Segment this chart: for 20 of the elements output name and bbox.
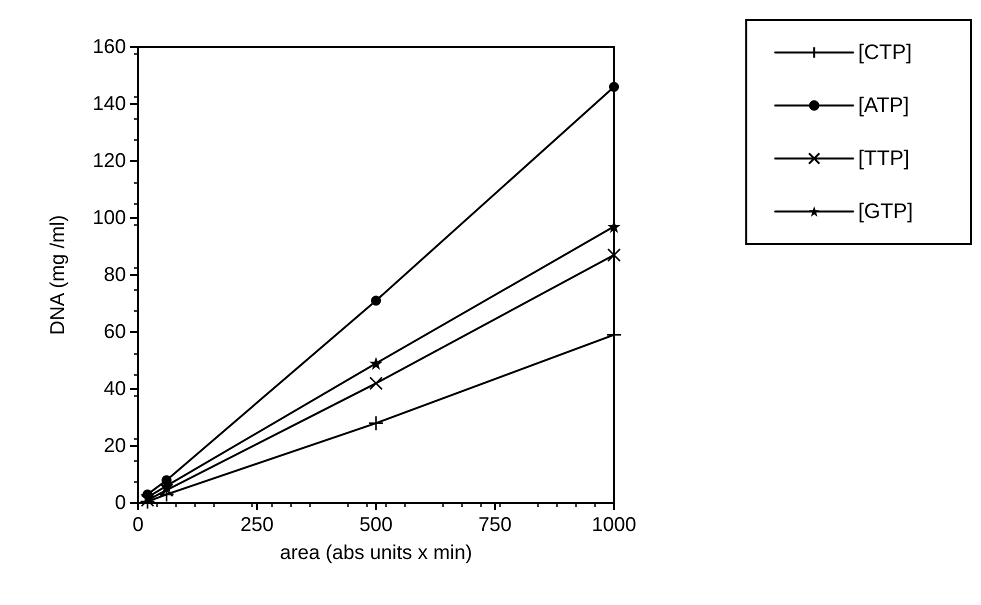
- legend-label: [TTP]: [858, 147, 910, 170]
- legend-label: [GTP]: [858, 200, 914, 223]
- y-axis-title: DNA (mg /ml): [47, 215, 69, 335]
- x-tick-label: 250: [240, 514, 274, 536]
- y-tick-label: 140: [92, 93, 126, 115]
- x-tick-label: 1000: [592, 514, 636, 536]
- y-tick-label: 100: [92, 207, 126, 229]
- x-tick-label: 500: [359, 514, 393, 536]
- x-tick-label: 750: [478, 514, 512, 536]
- x-axis-title: area (abs units x min): [280, 542, 472, 564]
- x-tick-label: 0: [132, 514, 144, 536]
- y-tick-label: 40: [104, 378, 126, 400]
- y-tick-label: 120: [92, 150, 126, 172]
- legend-label: [CTP]: [858, 41, 912, 64]
- y-tick-label: 60: [104, 321, 126, 343]
- y-tick-label: 20: [104, 435, 126, 457]
- y-tick-label: 80: [104, 264, 126, 286]
- y-tick-label: 160: [92, 36, 126, 58]
- y-tick-label: 0: [114, 492, 126, 514]
- legend-label: [ATP]: [858, 94, 910, 117]
